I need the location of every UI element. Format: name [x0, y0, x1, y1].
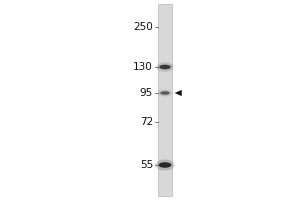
Text: 95: 95	[140, 88, 153, 98]
Text: 72: 72	[140, 117, 153, 127]
Text: 55: 55	[140, 160, 153, 170]
Text: 130: 130	[133, 62, 153, 72]
Polygon shape	[175, 90, 182, 96]
Ellipse shape	[159, 65, 171, 69]
Bar	[158, 4, 172, 196]
Ellipse shape	[160, 91, 170, 95]
Ellipse shape	[158, 90, 172, 96]
Ellipse shape	[159, 162, 171, 168]
Ellipse shape	[156, 62, 174, 72]
Ellipse shape	[155, 159, 175, 171]
Text: 250: 250	[133, 22, 153, 32]
